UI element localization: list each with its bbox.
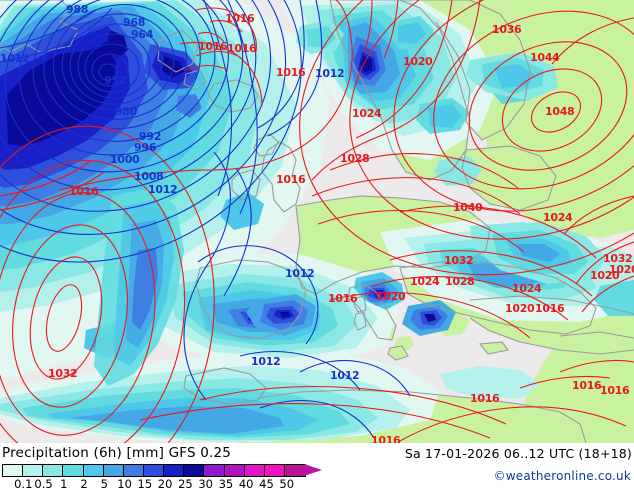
chart-title: Precipitation (6h) [mm] GFS 0.25 [2, 445, 232, 461]
copyright-notice: ©weatheronline.co.uk [493, 469, 631, 483]
color-scale-tick: 15 [137, 477, 153, 491]
color-scale-swatch [63, 465, 84, 476]
color-scale-tick: 10 [117, 477, 132, 491]
color-scale-swatch [164, 465, 185, 476]
isobar-label: 1020 [505, 302, 535, 315]
isobar-label: 1024 [352, 107, 382, 120]
color-scale-tick: 20 [157, 477, 173, 491]
isobar-label: 1016 [328, 292, 358, 305]
map-canvas [0, 0, 634, 443]
color-scale-swatch [224, 465, 245, 476]
isobar-label: 1020 [403, 55, 433, 68]
isobar-label: 1012 [0, 52, 30, 65]
isobar-label: 1008 [134, 170, 164, 183]
isobar-label: 1016 [535, 302, 565, 315]
isobar-label: 1016 [69, 185, 99, 198]
isobar-label: 1032 [444, 254, 474, 267]
color-scale-tick: 5 [100, 477, 108, 491]
color-scale-tick: 50 [279, 477, 295, 491]
color-scale-swatch [103, 465, 124, 476]
isobar-label: 1012 [330, 369, 360, 382]
color-scale-swatch [204, 465, 225, 476]
isobar-label: 968 [123, 16, 146, 29]
color-scale-swatch [83, 465, 104, 476]
color-scale-swatch [184, 465, 205, 476]
color-scale-swatch [3, 465, 24, 476]
isobar-label: 1024 [512, 282, 542, 295]
color-scale-swatch [244, 465, 265, 476]
isobar-label: 1048 [545, 105, 575, 118]
color-scale-tick: 0.5 [34, 477, 53, 491]
isobar-label: 1024 [410, 275, 440, 288]
color-scale-swatch [123, 465, 144, 476]
isobar-label: 1016 [600, 384, 630, 397]
color-scale-tick: 1 [60, 477, 68, 491]
color-scale-tick: 45 [259, 477, 274, 491]
color-scale-swatch [43, 465, 64, 476]
color-scale-overflow-arrow [304, 464, 322, 476]
isobar-label: 952 [104, 74, 127, 87]
isobar-label: 1016 [276, 66, 306, 79]
isobar-label: 1016 [371, 434, 401, 443]
isobar-label: 964 [131, 28, 154, 41]
isobar-label: 1016 [198, 40, 228, 53]
isobar-label: 1016 [276, 173, 306, 186]
color-scale-swatch [143, 465, 165, 476]
color-scale-tick: 30 [198, 477, 213, 491]
isobar-label: 1016 [572, 379, 602, 392]
precip-north-sea [296, 16, 558, 186]
color-scale-ticks: 0.1 0.5 1 2 5 10 15 20 25 30 35 40 45 50 [2, 477, 324, 491]
isobar-label: 1000 [110, 153, 140, 166]
color-scale-tick: 40 [238, 477, 254, 491]
isobar-label: 1028 [340, 152, 370, 165]
isobar-label: 1020 [609, 263, 634, 276]
color-scale-tick: 35 [218, 477, 234, 491]
isobar-label: 1024 [543, 211, 573, 224]
precip-iberia-cell [246, 294, 316, 336]
isobar-low-layer [0, 0, 411, 439]
color-scale-swatch [264, 465, 285, 476]
isobar-label: 1028 [445, 275, 475, 288]
color-scale-tick: 0.1 [14, 477, 33, 491]
isobar-label: 1012 [251, 355, 281, 368]
isobar-label: 1020 [590, 269, 620, 282]
precipitation-color-scale: 0.1 0.5 1 2 5 10 15 20 25 30 35 40 45 50 [2, 464, 324, 491]
map-footer: Precipitation (6h) [mm] GFS 0.25 Sa 17-0… [0, 443, 634, 491]
precip-atlantic-streak [94, 188, 184, 386]
precipitation-map[interactable]: 988 968 964 952 980 992 996 1000 1008 1012 1012 101… [0, 0, 634, 443]
isobar-label: 1032 [603, 252, 633, 265]
coastline-layer [0, 0, 634, 443]
color-scale-tick: 25 [178, 477, 193, 491]
isobar-label: 988 [66, 3, 89, 16]
isobar-label: 1040 [453, 201, 483, 214]
isobar-label: 1036 [492, 23, 522, 36]
precip-med-cell [402, 300, 456, 336]
color-scale-bar [2, 464, 306, 477]
isobar-label: 1016 [227, 42, 257, 55]
isobar-label: 992 [139, 130, 162, 143]
isobar-label: 1020 [376, 290, 406, 303]
model-run-timestamp: Sa 17-01-2026 06..12 UTC (18+18) [404, 446, 632, 461]
color-scale-swatch [284, 465, 306, 476]
color-scale-tick: 2 [80, 477, 88, 491]
precip-turkey-band [474, 222, 606, 284]
color-scale-swatch [23, 465, 44, 476]
isobar-label: 1012 [315, 67, 345, 80]
isobar-high-layer [0, 0, 634, 443]
isobar-label: 996 [134, 141, 157, 154]
isobar-label: 1032 [48, 367, 78, 380]
isobar-label: 1044 [530, 51, 560, 64]
isobar-label: 980 [115, 105, 138, 118]
isobar-label: 1012 [148, 183, 178, 196]
isobar-label: 1016 [470, 392, 500, 405]
isobar-label: 1012 [285, 267, 315, 280]
isobar-label: 1016 [225, 12, 255, 25]
